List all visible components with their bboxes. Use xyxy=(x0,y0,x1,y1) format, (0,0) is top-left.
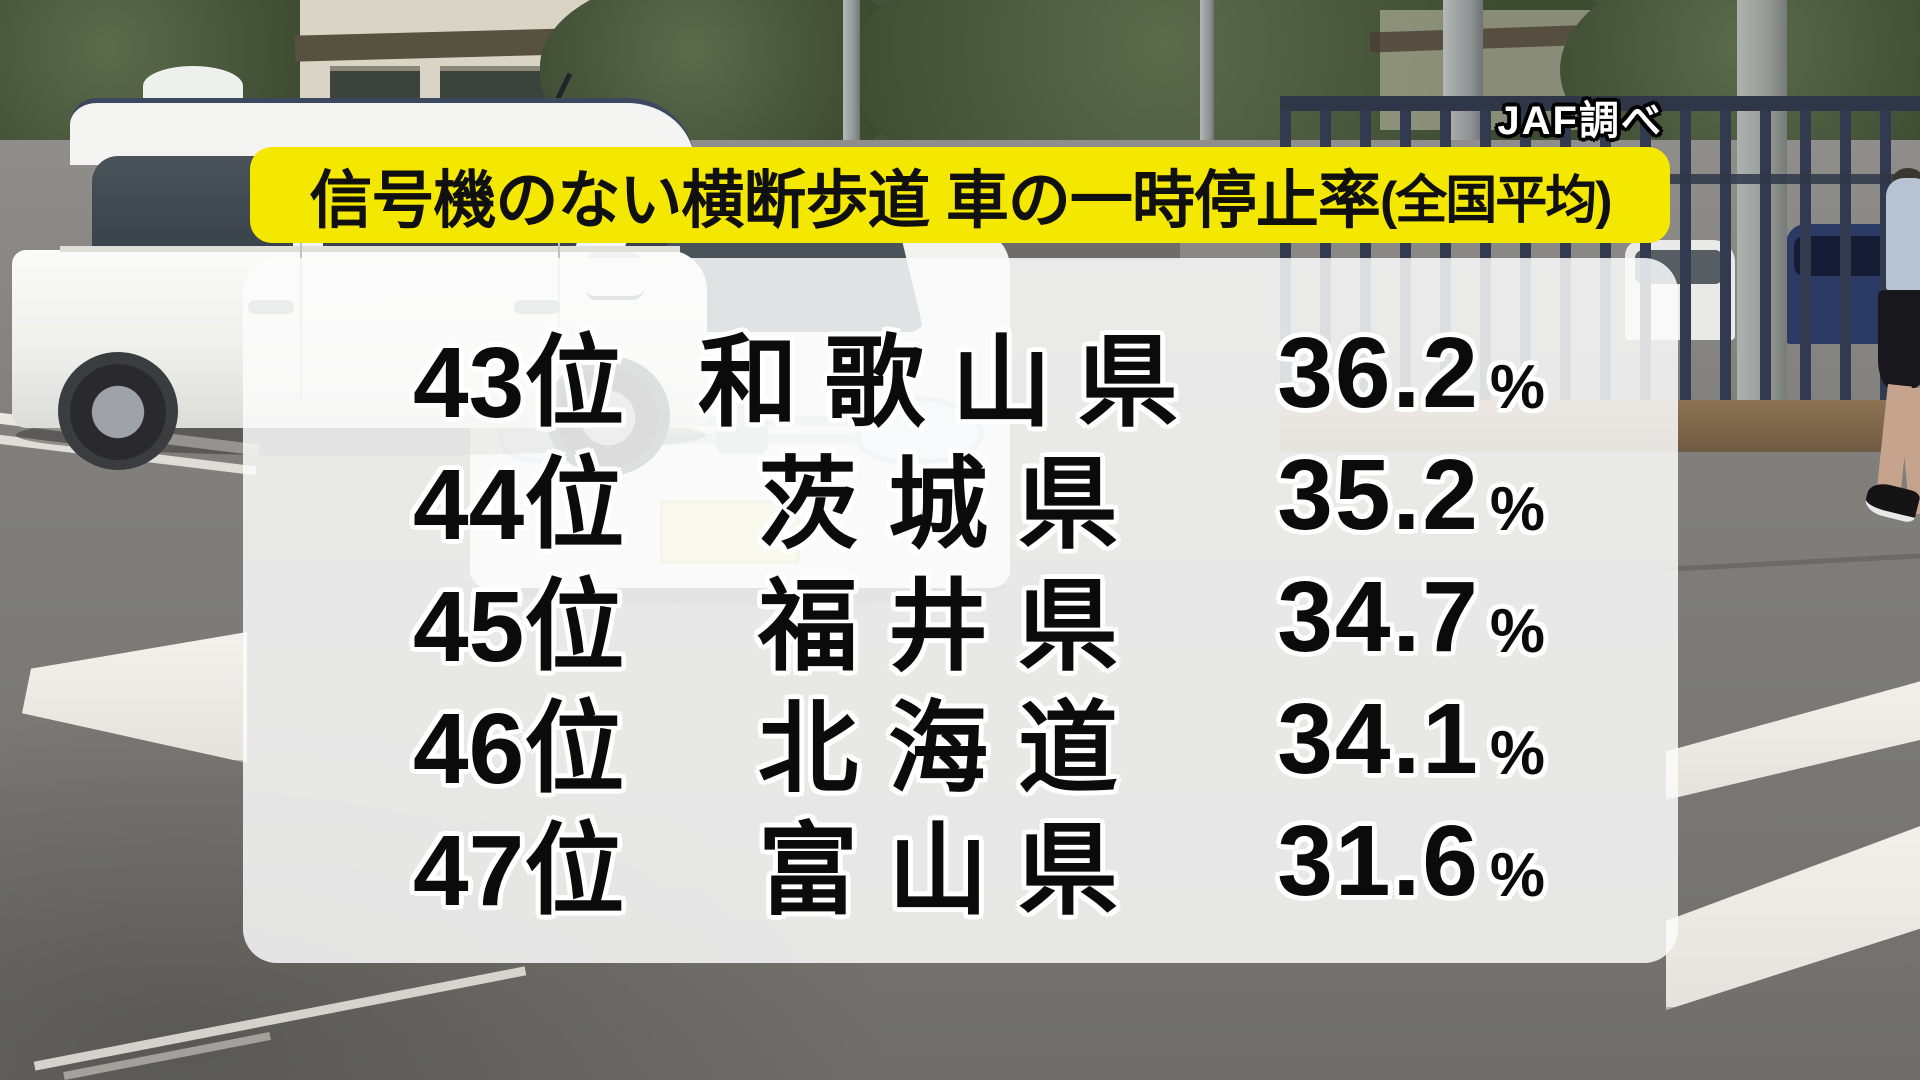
percent-sign: % xyxy=(1489,718,1545,788)
percent-sign: % xyxy=(1489,474,1545,544)
stop-rate-value: 34.7 xyxy=(1277,560,1480,673)
rank-cell: 44位 xyxy=(413,448,625,561)
headline-banner: 信号機のない横断歩道 車の一時停止率 (全国平均) xyxy=(250,147,1670,243)
table-row: 46位 北海道 34.1% xyxy=(243,678,1678,805)
pedestrian-skirt xyxy=(1878,290,1920,390)
prefecture-cell: 和歌山県 xyxy=(698,326,1178,439)
table-row: 47位 富山県 31.6% xyxy=(243,800,1678,927)
prefecture-cell: 福井県 xyxy=(758,570,1118,683)
value-cell: 34.1% xyxy=(1178,682,1545,797)
ranking-panel xyxy=(243,258,1678,963)
value-cell: 36.2% xyxy=(1178,316,1545,431)
stop-rate-value: 31.6 xyxy=(1277,804,1480,917)
rank-cell: 47位 xyxy=(413,814,625,927)
prefecture-cell: 茨城県 xyxy=(758,448,1118,561)
ranking-table: 43位和歌山県 36.2% 44位茨城県 35.2% 45位福井県 34.7% 46位北海道… xyxy=(243,258,1678,963)
stop-rate-value: 35.2 xyxy=(1277,438,1480,551)
car-beltline xyxy=(60,246,680,252)
pedestrian-torso xyxy=(1886,178,1920,294)
value-cell: 35.2% xyxy=(1178,438,1545,553)
percent-sign: % xyxy=(1489,596,1545,666)
rank-cell: 45位 xyxy=(413,570,625,683)
table-row: 44位 茨城県 35.2% xyxy=(243,434,1678,561)
source-attribution: JAF調べ xyxy=(1497,99,1663,143)
car-rear-wheel xyxy=(70,364,166,460)
percent-sign: % xyxy=(1489,840,1545,910)
banner-title: 信号機のない横断歩道 車の一時停止率 xyxy=(309,165,1381,236)
rank-cell: 43位 xyxy=(413,326,625,439)
prefecture-cell: 北海道 xyxy=(758,692,1118,805)
stop-rate-value: 36.2 xyxy=(1277,316,1480,429)
value-cell: 34.7% xyxy=(1178,560,1545,675)
utility-pole xyxy=(843,0,860,150)
table-row: 43位和歌山県 36.2% xyxy=(243,312,1678,439)
banner-title-qualifier: (全国平均) xyxy=(1379,171,1613,230)
table-row: 45位 福井県 34.7% xyxy=(243,556,1678,683)
utility-pole xyxy=(1200,0,1214,145)
rank-cell: 46位 xyxy=(413,692,625,805)
fence-rail xyxy=(1280,96,1920,111)
percent-sign: % xyxy=(1489,352,1545,422)
value-cell: 31.6% xyxy=(1178,804,1545,919)
prefecture-cell: 富山県 xyxy=(758,814,1118,927)
stop-rate-value: 34.1 xyxy=(1277,682,1480,795)
